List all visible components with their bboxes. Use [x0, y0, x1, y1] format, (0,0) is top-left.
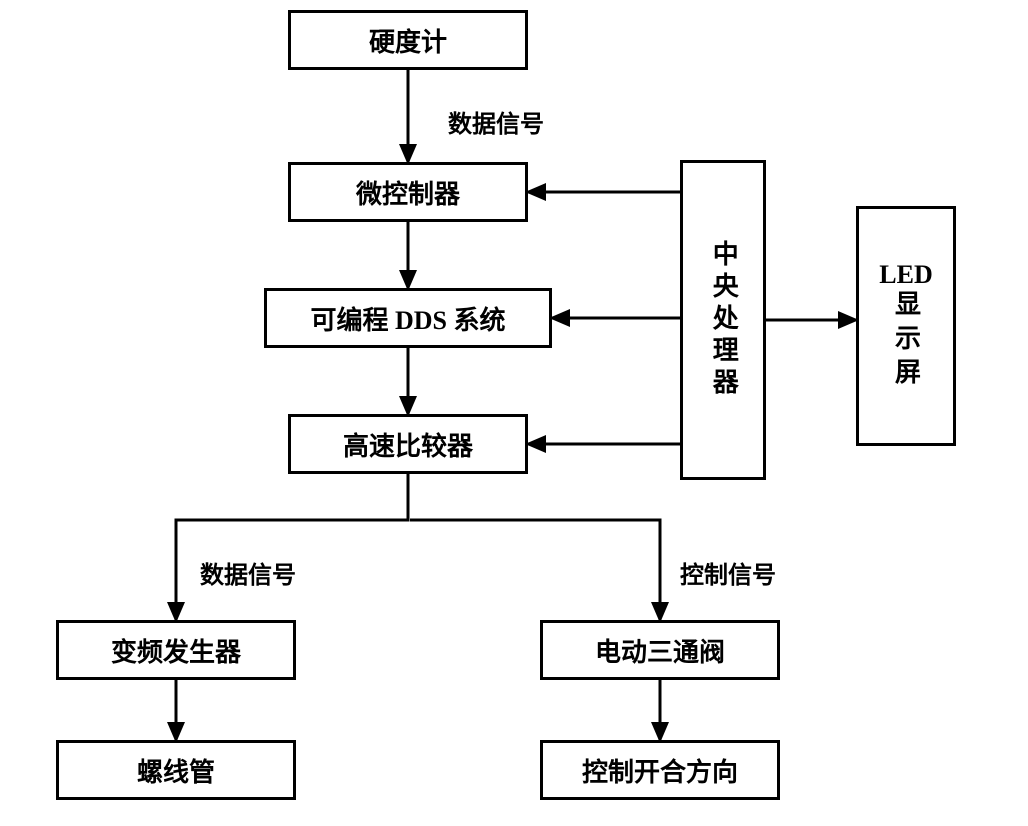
edge-label-control-signal: 控制信号	[680, 555, 776, 590]
node-valve: 电动三通阀	[540, 620, 780, 680]
led-cn-label: 显示屏	[888, 290, 925, 392]
node-mcu: 微控制器	[288, 162, 528, 222]
node-cpu: 中央处理器	[680, 160, 766, 480]
node-solenoid: 螺线管	[56, 740, 296, 800]
node-dds: 可编程 DDS 系统	[264, 288, 552, 348]
node-vfg: 变频发生器	[56, 620, 296, 680]
edge-label-data-signal-lower: 数据信号	[200, 555, 296, 590]
comparator-to-valve	[410, 520, 660, 620]
node-led: LED 显示屏	[856, 206, 956, 446]
node-comparator: 高速比较器	[288, 414, 528, 474]
flowchart-canvas: 硬度计 微控制器 可编程 DDS 系统 高速比较器 变频发生器 螺线管 电动三通…	[0, 0, 1028, 826]
led-latin-label: LED	[879, 260, 932, 290]
edge-label-data-signal-top: 数据信号	[448, 104, 544, 139]
node-direction: 控制开合方向	[540, 740, 780, 800]
comparator-to-vfg	[176, 474, 408, 620]
node-hardness: 硬度计	[288, 10, 528, 70]
